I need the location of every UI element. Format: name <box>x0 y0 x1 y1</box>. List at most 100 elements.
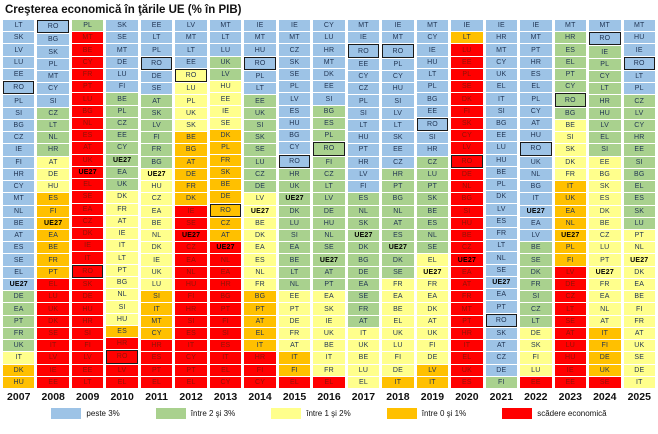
cell-2014-fr: FR <box>244 278 276 291</box>
cell-2010-hr: HR <box>106 338 138 350</box>
cell-2009-sk: SK <box>71 278 104 291</box>
cell-2023-ea: EA <box>554 205 587 217</box>
cell-2011-lu: LU <box>140 278 173 291</box>
cell-2012-ea: EA <box>175 254 207 266</box>
cell-2008-cz: CZ <box>37 107 69 119</box>
cell-2021-uk: UK <box>485 68 518 81</box>
cell-2018-si: SI <box>382 95 414 107</box>
cell-2013-si: SI <box>209 327 242 340</box>
cell-2011-se: SE <box>140 83 173 95</box>
cell-2008-fr: FR <box>37 254 69 266</box>
cell-2016-at: AT <box>313 266 345 278</box>
cell-2022-de: DE <box>520 327 552 340</box>
year-label-2018: 2018 <box>386 391 410 403</box>
cell-2022-hu: HU <box>520 130 552 142</box>
legend-swatch-y <box>271 408 302 419</box>
cell-2014-hu: HU <box>244 44 276 56</box>
cell-2009-lu: LU <box>71 93 104 105</box>
cell-2023-mt: MT <box>554 20 587 32</box>
cell-2025-ro: RO <box>623 56 655 70</box>
column-2019: MT CY IE HU LT PL BG EE RO SI HR CZ LU PT SK BE ES NL SE EL… <box>416 20 449 403</box>
cell-2007-cy: CY <box>3 181 35 193</box>
cell-2017-ee: EE <box>347 58 380 70</box>
cell-2016-ie: IE <box>313 315 345 327</box>
cell-2020-pt: PT <box>451 315 483 327</box>
cell-2012-mt: MT <box>175 32 207 44</box>
cell-2020-hr: HR <box>451 327 483 340</box>
cell-2022-sk: SK <box>520 340 552 352</box>
cell-2019-sk: SK <box>416 193 449 205</box>
cell-2021-at: AT <box>485 340 518 352</box>
cell-2019-cy: CY <box>416 32 449 44</box>
column-cells-2007: LT SK LV LU EE RO PL SI BG CZ IE FI HR CY MT NL BE AT ES SE… <box>3 20 35 389</box>
cell-2016-es: ES <box>313 117 345 130</box>
column-2012: LV MT LT EE RO LU PL UK SK BE BG AT DE FR DK IE SE UE27 CZ… <box>175 20 207 403</box>
cell-2010-es: ES <box>106 325 138 338</box>
cell-2014-el: EL <box>244 327 276 340</box>
cell-2016-fr: FR <box>313 364 345 376</box>
column-2021: IE HR MT CY UK EL IT SI BG EE LU HU BE PL DK LV ES FR LT NL… <box>485 20 518 403</box>
year-label-2007: 2007 <box>7 391 31 403</box>
cell-2017-uk: UK <box>347 340 380 352</box>
cell-2008-de: DE <box>37 168 69 181</box>
cell-2013-hr: HR <box>209 278 242 291</box>
cell-2010-cy: CY <box>106 142 138 154</box>
cell-2013-lu: LU <box>209 44 242 56</box>
cell-2013-uk: UK <box>209 56 242 68</box>
cell-2024-el: EL <box>589 132 621 144</box>
cell-2025-es: ES <box>623 193 655 205</box>
cell-2019-ee: EE <box>416 105 449 117</box>
cell-2013-fr: FR <box>209 154 242 166</box>
cell-2014-lv: LV <box>244 193 276 205</box>
cell-2013-lv: LV <box>209 68 242 81</box>
cell-2013-se: SE <box>209 117 242 130</box>
cell-2017-pl: PL <box>347 95 380 107</box>
cell-2010-fr: FR <box>106 203 138 215</box>
cell-2015-pl: PL <box>278 81 311 93</box>
cell-2009-es: ES <box>71 130 104 142</box>
cell-2012-uk: UK <box>175 107 207 119</box>
cell-2019-si: SI <box>416 132 449 144</box>
cell-2012-pt: PT <box>175 364 207 376</box>
cell-2008-be: BE <box>37 242 69 254</box>
cell-2021-el: EL <box>485 81 518 93</box>
column-2018: IE MT RO PL CY HU SI LV LT SK EE CZ HR PT BG NL AT ES UE27… <box>382 20 414 403</box>
cell-2012-lt: LT <box>175 44 207 56</box>
cell-2025-se: SE <box>623 352 655 364</box>
cell-2016-ro: RO <box>313 142 345 156</box>
cell-2024-hr: HR <box>589 95 621 107</box>
cell-2020-mt: MT <box>451 303 483 315</box>
cell-2009-pt: PT <box>71 81 104 93</box>
cell-2014-be: BE <box>244 217 276 229</box>
cell-2011-it: IT <box>140 303 173 315</box>
cell-2011-lv: LV <box>140 119 173 132</box>
cell-2017-lv: LV <box>347 168 380 181</box>
cell-2009-hu: HU <box>71 303 104 315</box>
cell-2021-fi: FI <box>485 376 518 389</box>
cell-2017-cz: CZ <box>347 83 380 95</box>
cell-2024-mt: MT <box>589 20 621 32</box>
cell-2007-es: ES <box>3 242 35 254</box>
cell-2022-ue27: UE27 <box>520 205 552 217</box>
cell-2023-sk: SK <box>554 144 587 156</box>
cell-2011-sk: SK <box>140 107 173 119</box>
cell-2017-sk: SK <box>347 217 380 229</box>
cell-2024-uk: UK <box>589 364 621 376</box>
year-label-2017: 2017 <box>351 391 376 403</box>
cell-2019-ro: RO <box>416 117 449 132</box>
cell-2012-hu: HU <box>175 278 207 291</box>
cell-2012-ee: EE <box>175 56 207 68</box>
cell-2011-mt: MT <box>140 315 173 327</box>
cell-2021-cz: CZ <box>485 352 518 364</box>
column-cells-2009: PL MT BE CY FR PT LU BG NL ES AT UK UE27 EL SE EA CZ DK IE… <box>71 20 104 389</box>
legend-item-r: scădere economică <box>502 408 607 419</box>
cell-2012-ue27: UE27 <box>175 229 207 242</box>
cell-2023-cz: CZ <box>554 291 587 303</box>
column-2008: RO BG SK PL MT CY SI CZ LT NL HR AT DE HU ES FI UE27 EA BE… <box>37 20 69 403</box>
cell-2008-ee: EE <box>37 376 69 389</box>
cell-2011-si: SI <box>140 291 173 303</box>
cell-2009-si: SI <box>71 327 104 340</box>
column-2009: PL MT BE CY FR PT LU BG NL ES AT UK UE27 EL SE EA CZ DK IE… <box>71 20 104 403</box>
cell-2018-pl: PL <box>382 58 414 70</box>
cell-2018-dk: DK <box>382 254 414 266</box>
